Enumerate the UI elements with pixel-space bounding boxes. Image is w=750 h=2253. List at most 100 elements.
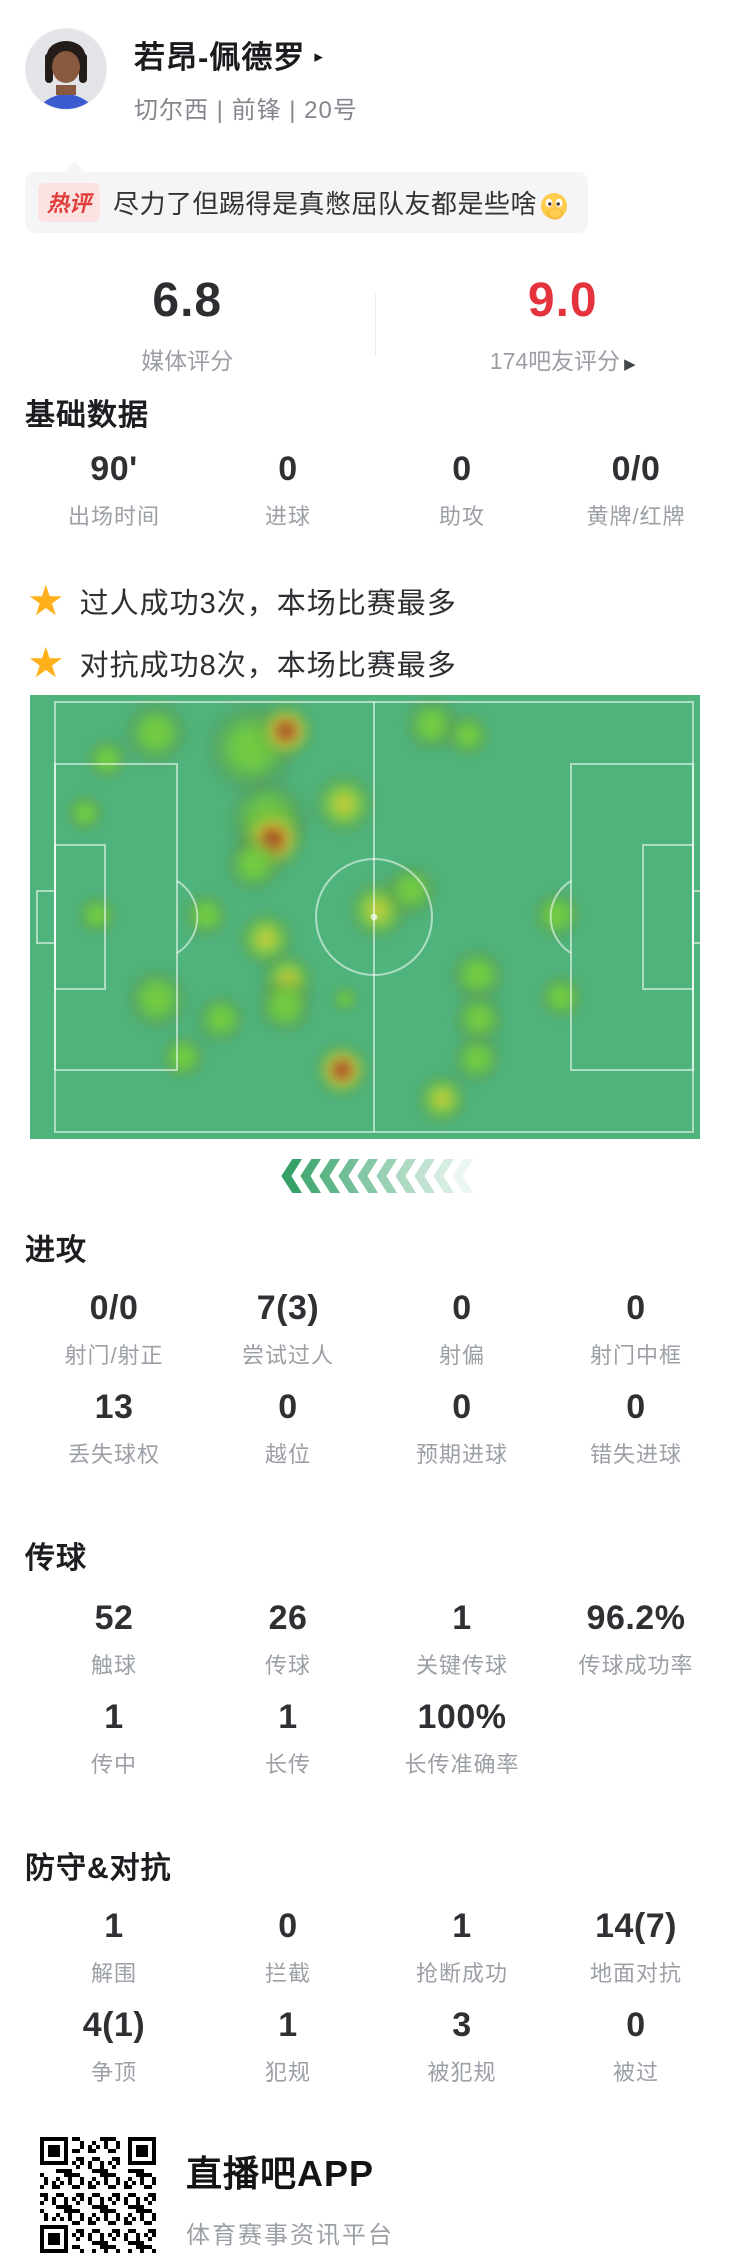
stat-cell: 1 长传 [201, 1698, 375, 1779]
stat-value: 0 [549, 1388, 723, 1427]
stat-label: 助攻 [375, 499, 549, 531]
stat-label: 解围 [27, 1956, 201, 1988]
stat-value: 1 [201, 1698, 375, 1737]
section-title-basic: 基础数据 [25, 390, 750, 434]
face-with-hand-over-mouth-icon [540, 192, 568, 220]
player-team-position: 切尔西 | 前锋 | 20号 [134, 90, 358, 125]
attack-direction-arrows [0, 1159, 750, 1193]
stat-label: 关键传球 [375, 1648, 549, 1680]
stat-label: 越位 [201, 1437, 375, 1469]
stat-value: 0/0 [549, 450, 723, 489]
pitch-lines [30, 695, 700, 1139]
stat-value: 1 [27, 1907, 201, 1946]
ratings-row: 6.8 媒体评分 9.0 174吧友评分▶ [0, 273, 750, 376]
footer-text: 直播吧APP 体育赛事资讯平台 [186, 2137, 394, 2250]
stat-value: 0 [375, 1388, 549, 1427]
media-score-label: 媒体评分 [0, 342, 375, 376]
stat-cell: 52 触球 [27, 1599, 201, 1680]
stat-label: 长传 [201, 1747, 375, 1779]
stat-value: 0 [201, 450, 375, 489]
stat-cell: 1 传中 [27, 1698, 201, 1779]
chevron-left-icon [356, 1159, 378, 1193]
stat-value: 13 [27, 1388, 201, 1427]
chevron-right-icon: ▸ [314, 47, 323, 67]
stat-value: 14(7) [549, 1907, 723, 1946]
stat-value: 0 [549, 2006, 723, 2045]
chevron-left-icon [318, 1159, 340, 1193]
section-title-attack: 进攻 [25, 1225, 750, 1269]
qr-code-icon [40, 2137, 156, 2253]
player-avatar[interactable] [25, 28, 107, 110]
stat-value: 0 [549, 1289, 723, 1328]
stat-label: 被过 [549, 2055, 723, 2087]
stat-label: 传中 [27, 1747, 201, 1779]
chevron-left-icon [394, 1159, 416, 1193]
stat-cell: 7(3) 尝试过人 [201, 1289, 375, 1370]
stat-value: 1 [375, 1907, 549, 1946]
app-description: 体育赛事资讯平台 [186, 2215, 394, 2250]
stat-value: 0/0 [27, 1289, 201, 1328]
hot-comment-box[interactable]: 热评 尽力了但踢得是真憋屈队友都是些啥 [25, 172, 588, 233]
stat-value: 1 [27, 1698, 201, 1737]
player-name-link[interactable]: 若昂-佩德罗 ▸ [134, 32, 358, 77]
stat-label: 射门/射正 [27, 1338, 201, 1370]
stat-label: 被犯规 [375, 2055, 549, 2087]
stat-label: 抢断成功 [375, 1956, 549, 1988]
star-icon: ★ [27, 580, 65, 622]
chevron-left-icon [337, 1159, 359, 1193]
stat-cell: 1 关键传球 [375, 1599, 549, 1680]
stat-label: 触球 [27, 1648, 201, 1680]
stat-label: 预期进球 [375, 1437, 549, 1469]
stat-value: 1 [375, 1599, 549, 1638]
media-score: 6.8 [0, 273, 375, 328]
hot-comment-badge: 热评 [38, 183, 100, 222]
stat-label: 长传准确率 [375, 1747, 549, 1779]
stat-cell: 96.2%传球成功率 [549, 1599, 723, 1680]
stat-value: 26 [201, 1599, 375, 1638]
stat-value: 52 [27, 1599, 201, 1638]
stat-label: 丢失球权 [27, 1437, 201, 1469]
hot-comment-wrap: 热评 尽力了但踢得是真憋屈队友都是些啥 [25, 172, 725, 233]
chevron-left-icon [299, 1159, 321, 1193]
stat-cell: 0 被过 [549, 2006, 723, 2087]
heatmap-pitch [30, 695, 700, 1139]
stat-cell: 0/0 射门/射正 [27, 1289, 201, 1370]
stat-label: 错失进球 [549, 1437, 723, 1469]
media-rating: 6.8 媒体评分 [0, 273, 375, 376]
stat-value: 7(3) [201, 1289, 375, 1328]
stat-label: 进球 [201, 499, 375, 531]
stat-cell: 0 进球 [201, 450, 375, 531]
chevron-left-icon [451, 1159, 473, 1193]
highlights: ★ 过人成功3次，本场比赛最多 ★对抗成功8次，本场比赛最多 [27, 577, 750, 687]
stat-value: 100% [375, 1698, 549, 1737]
stat-cell: 4(1)争顶 [27, 2006, 201, 2087]
star-icon: ★ [27, 642, 65, 684]
player-photo-placeholder [26, 29, 106, 109]
stat-label: 传球成功率 [549, 1648, 723, 1680]
hot-comment-text: 尽力了但踢得是真憋屈队友都是些啥 [113, 184, 537, 221]
chevron-left-icon [280, 1159, 302, 1193]
stat-value: 1 [201, 2006, 375, 2045]
stat-value: 0 [375, 450, 549, 489]
arrow-right-icon: ▶ [624, 356, 636, 373]
stat-value: 0 [375, 1289, 549, 1328]
stat-label: 尝试过人 [201, 1338, 375, 1370]
fan-score-label: 174吧友评分▶ [376, 342, 750, 376]
stat-label: 地面对抗 [549, 1956, 723, 1988]
stat-cell: 1 解围 [27, 1907, 201, 1988]
fan-rating-link[interactable]: 9.0 174吧友评分▶ [376, 273, 750, 376]
highlight-row: ★对抗成功8次，本场比赛最多 [27, 639, 750, 687]
section-title-passing: 传球 [25, 1533, 750, 1577]
chevron-left-icon [375, 1159, 397, 1193]
highlight-text: 过人成功3次，本场比赛最多 [80, 580, 457, 622]
